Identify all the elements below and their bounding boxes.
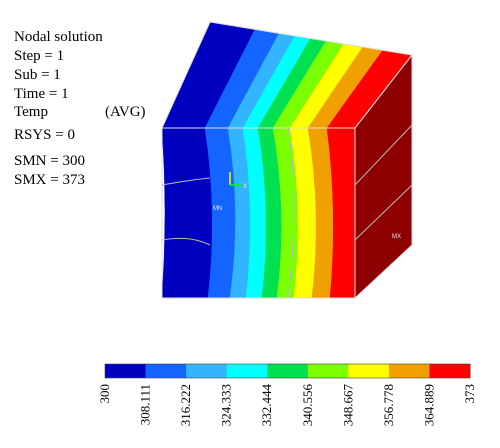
info-line: RSYS = 0 bbox=[14, 127, 75, 143]
max-marker: MX bbox=[392, 234, 401, 240]
legend-tick-label: 340.556 bbox=[300, 384, 315, 427]
legend-swatch bbox=[388, 364, 430, 378]
min-marker: MN bbox=[213, 206, 222, 212]
legend-tick-label: 324.333 bbox=[219, 384, 234, 426]
legend-frame bbox=[104, 363, 471, 379]
info-line: Temp bbox=[14, 104, 48, 120]
legend-swatch bbox=[307, 364, 349, 378]
legend-swatch bbox=[186, 364, 228, 378]
legend-tick-label: 308.111 bbox=[138, 384, 153, 425]
info-line: Step = 1 bbox=[14, 48, 64, 64]
cube-edges bbox=[161, 21, 413, 300]
info-line: Time = 1 bbox=[14, 86, 69, 102]
info-line: Sub = 1 bbox=[14, 67, 61, 83]
cube bbox=[161, 21, 413, 299]
info-avg: (AVG) bbox=[105, 104, 146, 120]
legend-swatch bbox=[348, 364, 390, 378]
legend: 300 308.111 316.222 324.333 332.444 340.556 34… bbox=[97, 363, 477, 427]
legend-tick-label: 364.889 bbox=[421, 384, 436, 426]
legend-swatch bbox=[429, 364, 471, 378]
legend-tick-label: 300 bbox=[97, 384, 112, 404]
front-band bbox=[161, 127, 213, 299]
legend-swatch bbox=[105, 364, 147, 378]
info-line: SMX = 373 bbox=[14, 172, 85, 188]
info-title: Nodal solution bbox=[14, 29, 103, 45]
legend-tick-label: 356.778 bbox=[381, 384, 396, 426]
legend-swatch bbox=[145, 364, 187, 378]
legend-swatch bbox=[226, 364, 268, 378]
info: Step = 1 Sub = 1 Time = 1 Temp RSYS = 0 SMN =… bbox=[14, 48, 85, 188]
legend-tick-label: 332.444 bbox=[259, 384, 274, 427]
legend-swatch bbox=[267, 364, 309, 378]
info-line: SMN = 300 bbox=[14, 153, 85, 169]
legend-tick-label: 348.667 bbox=[340, 384, 355, 427]
legend-tick-label: 316.222 bbox=[178, 384, 193, 426]
right-face bbox=[355, 55, 412, 298]
axis-label: X bbox=[243, 184, 247, 190]
legend-tick-label: 373 bbox=[462, 384, 477, 404]
